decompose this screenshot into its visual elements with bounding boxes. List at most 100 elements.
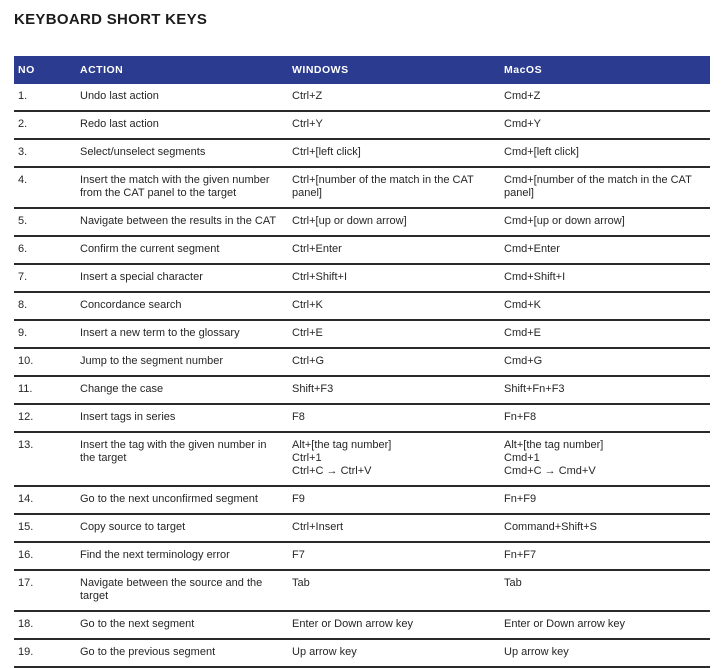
table-row: 12. Insert tags in series F8 Fn+F8 — [14, 404, 710, 433]
cell-macos: Cmd+[left click] — [500, 139, 710, 168]
cell-macos: Fn+F8 — [500, 404, 710, 433]
column-header-macos: MacOS — [500, 56, 710, 84]
cell-macos: Cmd+E — [500, 320, 710, 349]
table-row: 4. Insert the match with the given numbe… — [14, 167, 710, 209]
table-body: 1. Undo last action Ctrl+Z Cmd+Z 2. Redo… — [14, 84, 710, 668]
cell-action: Navigate between the results in the CAT — [76, 208, 288, 237]
cell-windows: F7 — [288, 542, 500, 571]
cell-macos: Shift+Fn+F3 — [500, 376, 710, 405]
cell-windows: Ctrl+[up or down arrow] — [288, 208, 500, 237]
cell-action: Redo last action — [76, 111, 288, 140]
cell-action: Navigate between the source and the targ… — [76, 570, 288, 612]
table-row: 6. Confirm the current segment Ctrl+Ente… — [14, 236, 710, 265]
cell-no: 15. — [14, 514, 76, 543]
column-header-windows: WINDOWS — [288, 56, 500, 84]
cell-macos: Fn+F7 — [500, 542, 710, 571]
cell-windows: Alt+[the tag number] Ctrl+1 Ctrl+C → Ctr… — [288, 432, 500, 487]
cell-no: 16. — [14, 542, 76, 571]
table-row: 16. Find the next terminology error F7 F… — [14, 542, 710, 571]
cell-no: 13. — [14, 432, 76, 487]
table-row: 2. Redo last action Ctrl+Y Cmd+Y — [14, 111, 710, 140]
table-row: 7. Insert a special character Ctrl+Shift… — [14, 264, 710, 293]
cell-no: 6. — [14, 236, 76, 265]
cell-action: Insert a new term to the glossary — [76, 320, 288, 349]
cell-windows: Ctrl+Insert — [288, 514, 500, 543]
table-row: 11. Change the case Shift+F3 Shift+Fn+F3 — [14, 376, 710, 405]
cell-action: Go to the next unconfirmed segment — [76, 486, 288, 515]
cell-windows: Up arrow key — [288, 639, 500, 668]
table-row: 13. Insert the tag with the given number… — [14, 432, 710, 487]
cell-windows: Ctrl+[number of the match in the CAT pan… — [288, 167, 500, 209]
cell-action: Jump to the segment number — [76, 348, 288, 377]
cell-no: 2. — [14, 111, 76, 140]
cell-action: Insert the match with the given number f… — [76, 167, 288, 209]
cell-no: 4. — [14, 167, 76, 209]
cell-action: Change the case — [76, 376, 288, 405]
table-row: 1. Undo last action Ctrl+Z Cmd+Z — [14, 84, 710, 112]
column-header-no: NO — [14, 56, 76, 84]
cell-windows: Ctrl+Enter — [288, 236, 500, 265]
cell-macos: Enter or Down arrow key — [500, 611, 710, 640]
cell-action: Find the next terminology error — [76, 542, 288, 571]
cell-action: Insert tags in series — [76, 404, 288, 433]
cell-action: Concordance search — [76, 292, 288, 321]
cell-macos: Tab — [500, 570, 710, 612]
cell-macos: Cmd+K — [500, 292, 710, 321]
cell-macos: Cmd+Enter — [500, 236, 710, 265]
cell-no: 7. — [14, 264, 76, 293]
cell-windows: Ctrl+K — [288, 292, 500, 321]
cell-action: Go to the next segment — [76, 611, 288, 640]
cell-action: Copy source to target — [76, 514, 288, 543]
cell-macos: Cmd+[up or down arrow] — [500, 208, 710, 237]
cell-no: 10. — [14, 348, 76, 377]
cell-windows: F8 — [288, 404, 500, 433]
cell-action: Undo last action — [76, 84, 288, 112]
cell-macos: Fn+F9 — [500, 486, 710, 515]
table-row: 19. Go to the previous segment Up arrow … — [14, 639, 710, 668]
table-row: 3. Select/unselect segments Ctrl+[left c… — [14, 139, 710, 168]
table-row: 14. Go to the next unconfirmed segment F… — [14, 486, 710, 515]
cell-windows: Ctrl+[left click] — [288, 139, 500, 168]
cell-windows: F9 — [288, 486, 500, 515]
cell-no: 18. — [14, 611, 76, 640]
cell-macos: Up arrow key — [500, 639, 710, 668]
cell-action: Select/unselect segments — [76, 139, 288, 168]
cell-no: 11. — [14, 376, 76, 405]
cell-no: 12. — [14, 404, 76, 433]
cell-macos: Cmd+Y — [500, 111, 710, 140]
cell-windows: Ctrl+Z — [288, 84, 500, 112]
cell-action: Insert a special character — [76, 264, 288, 293]
column-header-action: ACTION — [76, 56, 288, 84]
cell-windows: Shift+F3 — [288, 376, 500, 405]
table-row: 15. Copy source to target Ctrl+Insert Co… — [14, 514, 710, 543]
table-row: 9. Insert a new term to the glossary Ctr… — [14, 320, 710, 349]
cell-macos: Cmd+Shift+I — [500, 264, 710, 293]
cell-no: 19. — [14, 639, 76, 668]
cell-macos: Command+Shift+S — [500, 514, 710, 543]
cell-windows: Tab — [288, 570, 500, 612]
cell-no: 14. — [14, 486, 76, 515]
table-row: 10. Jump to the segment number Ctrl+G Cm… — [14, 348, 710, 377]
cell-windows: Ctrl+G — [288, 348, 500, 377]
cell-no: 17. — [14, 570, 76, 612]
page-title: KEYBOARD SHORT KEYS — [14, 11, 208, 28]
cell-action: Confirm the current segment — [76, 236, 288, 265]
cell-no: 8. — [14, 292, 76, 321]
cell-windows: Ctrl+Y — [288, 111, 500, 140]
cell-windows: Ctrl+Shift+I — [288, 264, 500, 293]
table-header-row: NO ACTION WINDOWS MacOS — [14, 56, 710, 84]
cell-no: 3. — [14, 139, 76, 168]
cell-no: 1. — [14, 84, 76, 112]
cell-action: Go to the previous segment — [76, 639, 288, 668]
cell-macos: Cmd+[number of the match in the CAT pane… — [500, 167, 710, 209]
cell-windows: Enter or Down arrow key — [288, 611, 500, 640]
table-row: 5. Navigate between the results in the C… — [14, 208, 710, 237]
cell-no: 5. — [14, 208, 76, 237]
cell-macos: Cmd+Z — [500, 84, 710, 112]
cell-no: 9. — [14, 320, 76, 349]
cell-action: Insert the tag with the given number in … — [76, 432, 288, 487]
table-row: 18. Go to the next segment Enter or Down… — [14, 611, 710, 640]
table-row: 8. Concordance search Ctrl+K Cmd+K — [14, 292, 710, 321]
cell-windows: Ctrl+E — [288, 320, 500, 349]
